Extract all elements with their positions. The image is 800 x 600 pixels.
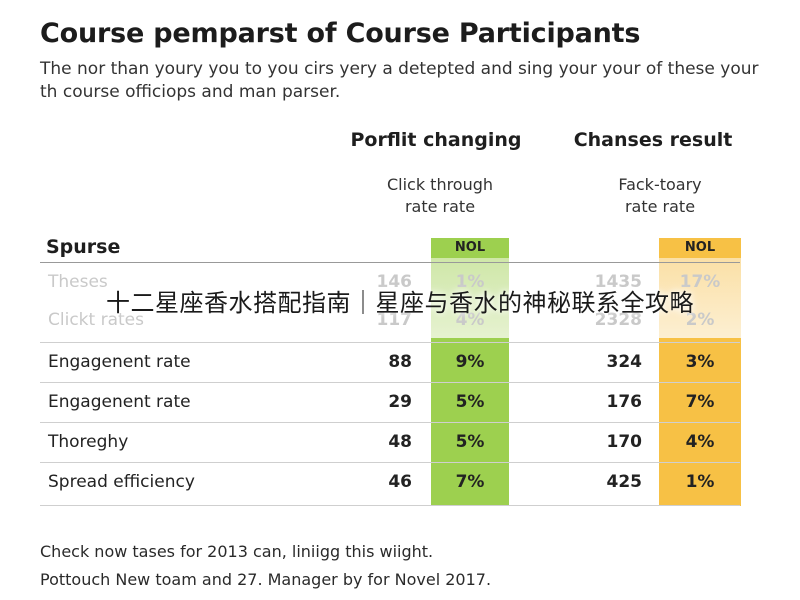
column-fade-orange: [659, 258, 741, 338]
row-divider: [40, 462, 740, 463]
subheading-click-through: Click through rate rate: [386, 175, 494, 216]
table-row: Theses 146 1% 1435 17%: [0, 262, 800, 302]
column-fade-green: [431, 258, 509, 338]
page-title: Course pemparst of Course Participants: [40, 18, 641, 49]
result-percent: 1%: [685, 472, 715, 492]
click-value: 48: [388, 432, 412, 452]
click-percent: 5%: [455, 432, 485, 452]
click-value: 117: [376, 310, 413, 330]
result-percent: 17%: [679, 272, 721, 292]
badge-nol-green: NOL: [454, 240, 486, 255]
row-divider: [40, 342, 740, 343]
table-row: Thoreghy 48 5% 170 4%: [0, 422, 800, 462]
footnote: Check now tases for 2013 can, liniigg th…: [40, 542, 434, 561]
group-heading-profit: Porflit changing: [350, 129, 522, 151]
table-row: Engagenent rate 29 5% 176 7%: [0, 382, 800, 422]
click-percent: 9%: [455, 352, 485, 372]
click-percent: 4%: [455, 310, 485, 330]
click-percent: 1%: [455, 272, 485, 292]
table-row: Spread efficiency 46 7% 425 1%: [0, 462, 800, 502]
row-label: Engagenent rate: [48, 352, 191, 372]
result-percent: 7%: [685, 392, 715, 412]
row-label: Theses: [48, 272, 108, 292]
click-value: 29: [388, 392, 412, 412]
overlay-caption: 十二星座香水搭配指南｜星座与香水的神秘联系全攻略: [106, 289, 694, 317]
page-subtitle: The nor than youry you to you cirs yery …: [40, 59, 759, 102]
result-percent: 2%: [685, 310, 715, 330]
row-label: Clickt rates: [48, 310, 144, 330]
subheading-fack-toary: Fack-toary rate rate: [618, 175, 702, 216]
result-value: 170: [606, 432, 643, 452]
row-label: Engagenent rate: [48, 392, 191, 412]
click-value: 146: [376, 272, 413, 292]
header-rule: [40, 262, 740, 263]
row-divider: [40, 382, 740, 383]
result-value: 2328: [594, 310, 642, 330]
result-value: 425: [606, 472, 643, 492]
footnote: Pottouch New toam and 27. Manager by for…: [40, 570, 492, 589]
result-value: 324: [606, 352, 643, 372]
result-percent: 3%: [685, 352, 715, 372]
table-row: Engagenent rate 88 9% 324 3%: [0, 342, 800, 382]
click-percent: 7%: [455, 472, 485, 492]
row-divider: [40, 422, 740, 423]
click-value: 46: [388, 472, 412, 492]
row-label: Thoreghy: [48, 432, 129, 452]
badge-nol-orange: NOL: [684, 240, 716, 255]
click-percent: 5%: [455, 392, 485, 412]
group-heading-result: Chanses result: [573, 129, 733, 151]
click-value: 88: [388, 352, 412, 372]
row-label: Spread efficiency: [48, 472, 195, 492]
result-value: 1435: [594, 272, 642, 292]
section-label: Spurse: [46, 236, 121, 258]
result-value: 176: [606, 392, 643, 412]
table-row: Clickt rates 117 4% 2328 2%: [0, 300, 800, 340]
table-bottom-rule: [40, 505, 740, 506]
result-percent: 4%: [685, 432, 715, 452]
